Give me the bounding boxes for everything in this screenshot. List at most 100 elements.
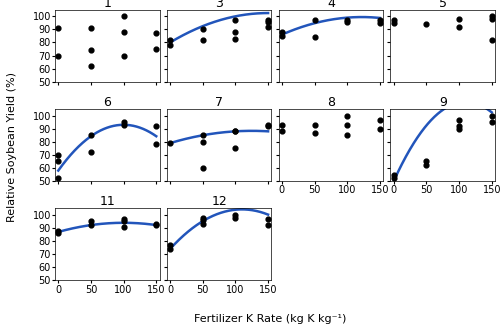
Point — [87, 25, 95, 31]
Text: Relative Soybean Yield (%): Relative Soybean Yield (%) — [8, 72, 18, 222]
Point — [199, 139, 207, 144]
Point — [488, 14, 496, 19]
Point — [152, 46, 160, 52]
Point — [310, 18, 318, 23]
Point — [343, 18, 351, 23]
Point — [232, 36, 239, 41]
Point — [120, 120, 128, 125]
Point — [422, 159, 430, 164]
Point — [455, 124, 463, 129]
Title: 11: 11 — [100, 195, 115, 208]
Point — [278, 29, 286, 35]
Point — [264, 223, 272, 228]
Point — [455, 117, 463, 122]
Point — [120, 224, 128, 229]
Point — [488, 120, 496, 125]
Point — [376, 20, 384, 25]
Point — [199, 215, 207, 220]
Point — [152, 31, 160, 36]
Point — [455, 24, 463, 29]
Point — [232, 212, 239, 217]
Point — [166, 246, 174, 252]
Point — [343, 133, 351, 138]
Point — [232, 18, 239, 23]
Point — [422, 22, 430, 27]
Point — [264, 18, 272, 23]
Point — [455, 126, 463, 131]
Point — [87, 150, 95, 155]
Point — [120, 122, 128, 127]
Point — [455, 16, 463, 22]
Text: Fertilizer K Rate (kg K kg⁻¹): Fertilizer K Rate (kg K kg⁻¹) — [194, 314, 346, 324]
Point — [166, 42, 174, 48]
Point — [120, 216, 128, 221]
Point — [54, 176, 62, 181]
Point — [488, 113, 496, 118]
Point — [343, 113, 351, 118]
Point — [422, 163, 430, 168]
Point — [166, 141, 174, 146]
Point — [120, 53, 128, 58]
Point — [390, 20, 398, 25]
Point — [390, 176, 398, 181]
Point — [54, 231, 62, 236]
Point — [264, 124, 272, 129]
Point — [264, 19, 272, 24]
Point — [120, 219, 128, 224]
Point — [54, 25, 62, 31]
Point — [120, 14, 128, 19]
Point — [166, 37, 174, 42]
Point — [232, 146, 239, 151]
Title: 3: 3 — [215, 0, 223, 10]
Point — [264, 216, 272, 221]
Point — [488, 37, 496, 42]
Point — [376, 117, 384, 122]
Point — [232, 129, 239, 134]
Point — [264, 24, 272, 29]
Point — [199, 165, 207, 170]
Title: 1: 1 — [104, 0, 111, 10]
Point — [390, 18, 398, 23]
Point — [152, 124, 160, 129]
Point — [310, 35, 318, 40]
Point — [232, 129, 239, 134]
Point — [376, 126, 384, 131]
Point — [199, 133, 207, 138]
Point — [232, 215, 239, 220]
Point — [87, 223, 95, 228]
Point — [199, 221, 207, 227]
Point — [120, 29, 128, 35]
Title: 4: 4 — [327, 0, 335, 10]
Title: 12: 12 — [211, 195, 227, 208]
Point — [264, 122, 272, 127]
Point — [54, 152, 62, 157]
Point — [376, 18, 384, 23]
Point — [54, 159, 62, 164]
Title: 6: 6 — [104, 96, 111, 109]
Point — [166, 243, 174, 248]
Point — [199, 37, 207, 42]
Point — [152, 221, 160, 227]
Point — [87, 133, 95, 138]
Point — [232, 29, 239, 35]
Point — [278, 33, 286, 38]
Point — [278, 129, 286, 134]
Point — [87, 219, 95, 224]
Point — [310, 122, 318, 127]
Point — [152, 223, 160, 228]
Point — [390, 172, 398, 177]
Point — [54, 228, 62, 233]
Point — [152, 142, 160, 147]
Point — [278, 122, 286, 127]
Title: 7: 7 — [215, 96, 223, 109]
Title: 5: 5 — [438, 0, 446, 10]
Point — [199, 27, 207, 32]
Point — [199, 217, 207, 223]
Point — [343, 19, 351, 24]
Point — [310, 130, 318, 135]
Point — [87, 48, 95, 53]
Point — [87, 64, 95, 69]
Point — [488, 16, 496, 22]
Title: 9: 9 — [439, 96, 446, 109]
Title: 8: 8 — [327, 96, 335, 109]
